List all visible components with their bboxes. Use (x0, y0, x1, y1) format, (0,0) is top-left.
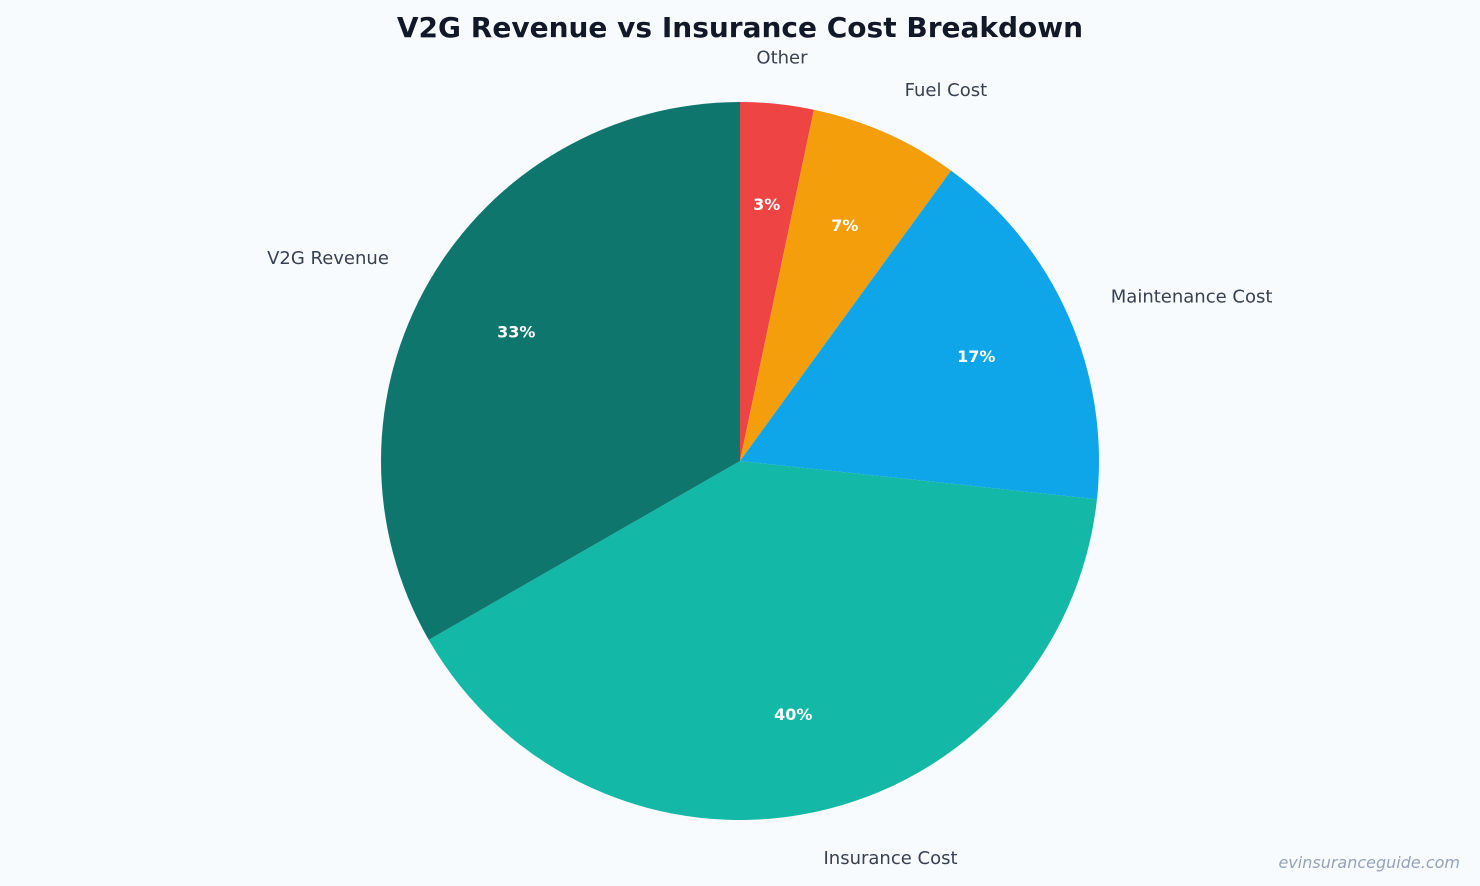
slice-percent-insurance-cost: 40% (774, 705, 812, 724)
slice-percent-maintenance-cost: 17% (957, 347, 995, 366)
slice-label-fuel-cost: Fuel Cost (905, 80, 988, 101)
watermark: evinsuranceguide.com (1278, 853, 1460, 872)
slice-label-maintenance-cost: Maintenance Cost (1111, 286, 1273, 307)
chart-title: V2G Revenue vs Insurance Cost Breakdown (397, 11, 1083, 44)
slice-percent-fuel-cost: 7% (831, 216, 858, 235)
pie-slice-v2g-revenue (381, 102, 740, 640)
slice-label-v2g-revenue: V2G Revenue (267, 248, 389, 269)
pie-slices (381, 102, 1099, 820)
slice-percent-v2g-revenue: 33% (497, 323, 535, 342)
slice-label-insurance-cost: Insurance Cost (824, 848, 958, 869)
pie-slice-maintenance-cost (740, 170, 1099, 500)
pie-labels: Other 3% Fuel Cost 7% Maintenance Cost 17% Ins… (267, 48, 1272, 869)
pie-slice-insurance-cost (428, 461, 1097, 820)
pie-slice-fuel-cost (740, 109, 952, 461)
pie-slice-other (740, 102, 814, 461)
slice-label-other: Other (756, 48, 808, 69)
slice-percent-other: 3% (753, 195, 780, 214)
